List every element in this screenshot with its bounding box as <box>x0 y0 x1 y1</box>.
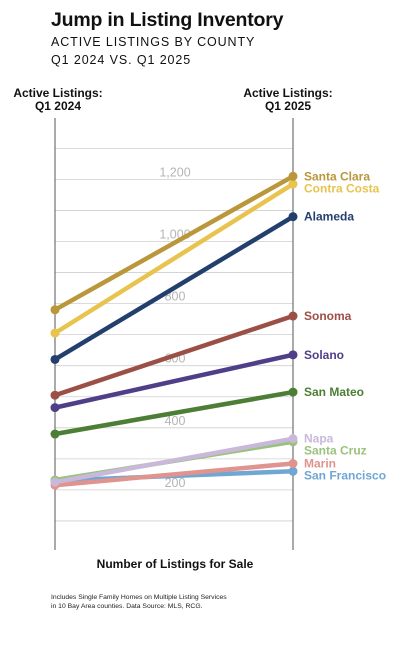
left-axis-title: Active Listings: Q1 2024 <box>0 87 118 113</box>
point-q1-2024 <box>50 305 60 315</box>
series-label: Santa Cruz <box>304 444 367 458</box>
point-q1-2024 <box>50 477 60 487</box>
point-q1-2025 <box>288 212 298 222</box>
series-line <box>52 436 296 485</box>
chart-subtitle-period: Q1 2024 VS. Q1 2025 <box>51 53 192 67</box>
point-q1-2024 <box>50 390 60 400</box>
point-q1-2025 <box>288 311 298 321</box>
point-q1-2024 <box>50 328 60 338</box>
series-label: Napa <box>304 432 334 446</box>
series-line <box>52 214 296 362</box>
point-q1-2025 <box>288 171 298 181</box>
series-label: Sonoma <box>304 309 352 323</box>
source-note-line2: in 10 Bay Area counties. Data Source: ML… <box>51 602 203 610</box>
point-q1-2025 <box>288 459 298 469</box>
point-q1-2025 <box>288 387 298 397</box>
series-label: San Francisco <box>304 469 386 483</box>
series-alameda <box>50 212 298 364</box>
y-tick-label: 400 <box>165 414 186 428</box>
series-label: Solano <box>304 348 344 362</box>
right-axis-title-line1: Active Listings: <box>243 86 333 100</box>
series-lines <box>50 171 298 490</box>
point-q1-2025 <box>288 434 298 444</box>
x-axis-label: Number of Listings for Sale <box>96 557 254 571</box>
y-tick-label: 1,200 <box>159 165 190 179</box>
series-line <box>52 461 296 488</box>
series-line <box>52 181 296 336</box>
series-label: Marin <box>304 457 336 471</box>
point-q1-2024 <box>50 403 60 413</box>
point-q1-2024 <box>50 354 60 364</box>
source-note-line1: Includes Single Family Homes on Multiple… <box>51 594 227 601</box>
series-line <box>52 174 296 313</box>
series-label: Santa Clara <box>304 169 370 183</box>
source-note: Includes Single Family Homes on Multiple… <box>51 594 271 611</box>
right-axis-title-line2: Q1 2025 <box>264 99 312 113</box>
series-label: Contra Costa <box>304 181 380 195</box>
y-tick-label: 200 <box>165 476 186 490</box>
series-line <box>52 352 296 410</box>
chart-subtitle: ACTIVE LISTINGS BY COUNTY <box>51 35 256 49</box>
left-axis-title-line1: Active Listings: <box>13 86 103 100</box>
series-label: Alameda <box>304 210 354 224</box>
series-line <box>52 313 296 398</box>
point-q1-2025 <box>288 466 298 476</box>
series-san-mateo <box>50 387 298 439</box>
series-line <box>52 389 296 437</box>
series-santa-clara <box>50 171 298 315</box>
point-q1-2024 <box>50 429 60 439</box>
point-q1-2025 <box>288 179 298 189</box>
series-contra-costa <box>50 179 298 338</box>
left-axis-title-line2: Q1 2024 <box>34 99 82 113</box>
point-q1-2025 <box>288 350 298 360</box>
series-label: San Mateo <box>304 385 364 399</box>
chart-title: Jump in Listing Inventory <box>51 9 284 31</box>
series-solano <box>50 350 298 413</box>
right-axis-title: Active Listings: Q1 2025 <box>228 87 348 113</box>
series-sonoma <box>50 311 298 400</box>
series-napa <box>50 434 298 487</box>
